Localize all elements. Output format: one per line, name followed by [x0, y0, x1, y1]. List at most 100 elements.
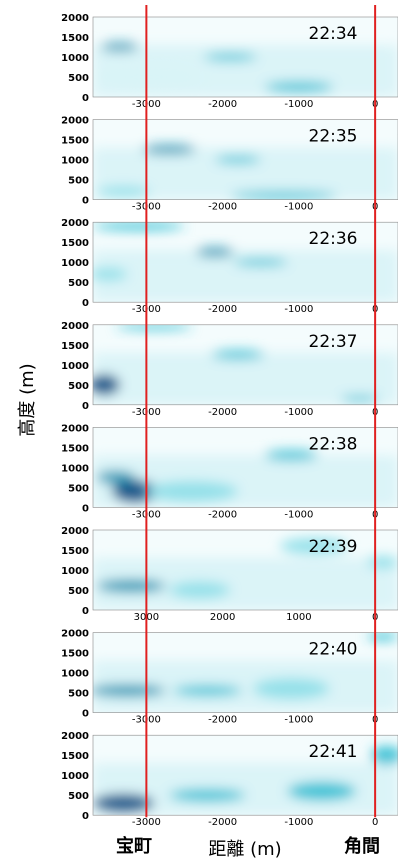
- base-haze: [93, 250, 398, 302]
- echo-blob: [101, 43, 139, 51]
- y-tick-label: 1500: [61, 546, 89, 557]
- x-tick-label: -1000: [284, 99, 313, 110]
- y-tick-label: 1000: [61, 669, 89, 680]
- y-tick-label: 500: [68, 586, 89, 597]
- x-axis-label: 距離 (m): [208, 839, 281, 860]
- y-axis-label: 高度 (m): [17, 363, 38, 436]
- echo-blob: [89, 375, 120, 395]
- y-tick-label: 1500: [61, 751, 89, 762]
- echo-blob: [196, 248, 234, 257]
- echo-blob: [287, 782, 356, 800]
- y-tick-label: 1000: [61, 156, 89, 167]
- y-tick-label: 0: [82, 93, 89, 104]
- echo-blob: [265, 82, 334, 92]
- y-tick-label: 2000: [61, 629, 89, 640]
- panels-group: 2000 1500 1000 500 0 -3000 -2000 -1000 0 22:34 200…: [61, 13, 398, 828]
- x-tick-label: -2000: [208, 99, 237, 110]
- echo-blob: [97, 471, 135, 483]
- y-tick-label: 1500: [61, 136, 89, 147]
- echo-blob: [253, 679, 329, 699]
- echo-blob: [89, 268, 127, 280]
- time-label: 22:37: [309, 332, 358, 352]
- echo-blob: [234, 259, 287, 266]
- echo-blob: [211, 350, 264, 359]
- time-label: 22:41: [309, 742, 358, 762]
- location-label-kakuma: 角間: [344, 835, 380, 857]
- y-tick-label: 500: [68, 483, 89, 494]
- y-tick-label: 1500: [61, 443, 89, 454]
- y-tick-label: 500: [68, 381, 89, 392]
- y-tick-label: 1000: [61, 771, 89, 782]
- echo-blob: [169, 789, 245, 801]
- y-tick-label: 0: [82, 811, 89, 822]
- y-tick-label: 1000: [61, 463, 89, 474]
- echo-blob: [146, 481, 238, 501]
- x-tick-label: -2000: [208, 202, 237, 213]
- echo-blob: [97, 187, 150, 197]
- x-tick-label: -2000: [208, 407, 237, 418]
- y-tick-label: 500: [68, 73, 89, 84]
- time-label: 22:40: [309, 640, 358, 660]
- y-tick-label: 2000: [61, 218, 89, 229]
- panel-2239: 2000150010005000300020001000022:39: [61, 526, 398, 623]
- y-tick-label: 1500: [61, 649, 89, 660]
- x-tick-label: -1000: [284, 817, 313, 828]
- x-tick-label: -1000: [284, 202, 313, 213]
- y-tick-label: 2000: [61, 731, 89, 742]
- x-tick-label: -3000: [132, 817, 161, 828]
- time-label: 22:39: [309, 537, 358, 557]
- echo-blob: [173, 686, 242, 696]
- panel-2241: 2000 1500 1000 500 0 -3000 -2000 -1000 0 22:41: [61, 731, 398, 828]
- x-tick-label: -1000: [284, 509, 313, 520]
- time-label: 22:34: [309, 24, 358, 44]
- x-tick-label: -2000: [208, 304, 237, 315]
- y-tick-label: 0: [82, 196, 89, 207]
- x-tick-label: -2000: [208, 817, 237, 828]
- echo-field: [93, 43, 398, 97]
- y-tick-label: 1000: [61, 53, 89, 64]
- y-tick-label: 1500: [61, 33, 89, 44]
- echo-blob: [368, 633, 398, 641]
- y-tick-label: 1000: [61, 361, 89, 372]
- panel-2235: 2000150010005000-3000-2000-1000022:35: [61, 116, 398, 213]
- time-label: 22:38: [309, 434, 358, 454]
- x-tick-label: 0: [372, 817, 378, 828]
- y-tick-label: 2000: [61, 13, 89, 24]
- y-tick-label: 2000: [61, 526, 89, 537]
- y-tick-label: 1000: [61, 566, 89, 577]
- echo-blob: [341, 396, 379, 402]
- y-tick-label: 2000: [61, 116, 89, 127]
- echo-blob: [93, 222, 185, 230]
- echo-blob: [368, 556, 398, 568]
- echo-blob: [89, 685, 165, 696]
- time-label: 22:35: [309, 127, 358, 147]
- time-label: 22:36: [309, 229, 358, 249]
- echo-blob: [215, 156, 261, 163]
- echo-blob: [143, 145, 196, 154]
- y-tick-label: 500: [68, 176, 89, 187]
- echo-blob: [93, 794, 154, 812]
- y-tick-label: 500: [68, 278, 89, 289]
- y-tick-label: 0: [82, 606, 89, 617]
- x-tick-label: 1000: [286, 612, 311, 623]
- y-tick-label: 500: [68, 689, 89, 700]
- y-tick-label: 500: [68, 791, 89, 802]
- y-tick-label: 0: [82, 503, 89, 514]
- echo-blob: [97, 580, 166, 592]
- y-tick-label: 0: [82, 709, 89, 720]
- echo-blob: [169, 582, 230, 598]
- location-label-takaramachi: 宝町: [116, 835, 152, 857]
- y-tick-label: 0: [82, 401, 89, 412]
- x-tick-label: -1000: [284, 304, 313, 315]
- x-tick-label: -1000: [284, 715, 313, 726]
- y-tick-label: 1500: [61, 238, 89, 249]
- y-tick-label: 2000: [61, 423, 89, 434]
- x-tick-label: -2000: [208, 509, 237, 520]
- y-tick-label: 0: [82, 298, 89, 309]
